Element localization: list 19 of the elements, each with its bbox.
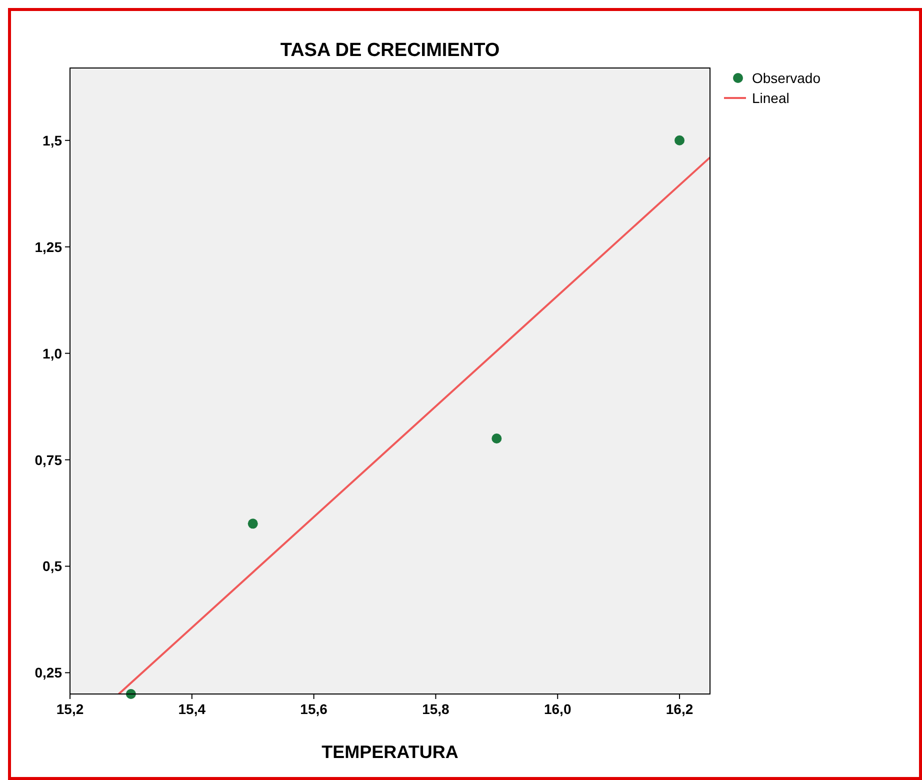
chart-title: TASA DE CRECIMIENTO: [280, 40, 500, 61]
y-tick-label: 1,0: [42, 345, 62, 362]
x-tick-label: 16,0: [544, 701, 572, 717]
y-tick-label: 1,5: [42, 132, 62, 148]
y-tick-label: 0,5: [42, 558, 62, 574]
legend-label: Lineal: [752, 90, 790, 106]
y-tick-label: 0,25: [34, 664, 62, 681]
x-tick-label: 15,6: [300, 701, 328, 717]
x-tick-label: 15,8: [422, 701, 450, 717]
point: [674, 135, 685, 146]
x-tick-label: 15,4: [178, 701, 206, 717]
x-axis-title: TEMPERATURA: [322, 742, 458, 762]
x-tick-label: 15,2: [56, 701, 84, 717]
x-tick-label: 16,2: [666, 701, 694, 717]
legend-label: Observado: [752, 70, 821, 86]
y-tick-label: 0,75: [34, 452, 62, 468]
point: [492, 433, 502, 444]
y-tick-label: 1,25: [34, 238, 62, 255]
point: [248, 518, 258, 529]
